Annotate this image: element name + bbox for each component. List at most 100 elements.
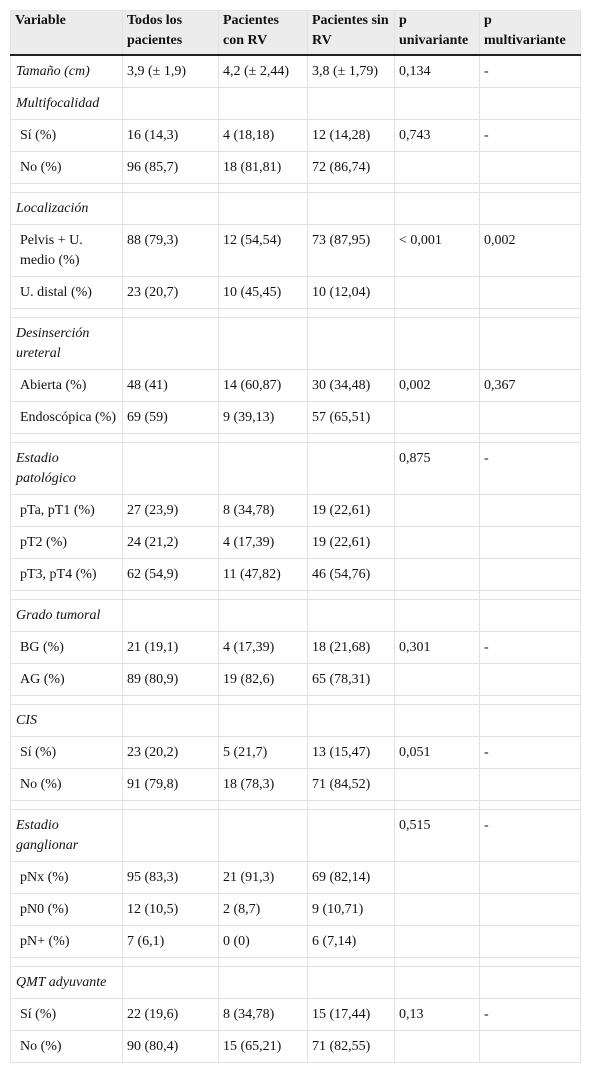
data-row: pT2 (%) 24 (21,2) 4 (17,39) 19 (22,61) — [10, 526, 581, 559]
cell: 15 (65,21) — [218, 1030, 308, 1063]
cell: 14 (60,87) — [218, 369, 308, 402]
cell — [394, 317, 480, 370]
cell: 19 (22,61) — [307, 526, 395, 559]
cell: 4 (17,39) — [218, 526, 308, 559]
cell: 3,9 (± 1,9) — [122, 54, 219, 88]
cell: 19 (22,61) — [307, 494, 395, 527]
cell — [479, 590, 581, 600]
cell: 96 (85,7) — [122, 151, 219, 184]
cell — [479, 526, 581, 559]
cell: 4 (18,18) — [218, 119, 308, 152]
data-row: Pelvis + U. medio (%) 88 (79,3) 12 (54,54)… — [10, 224, 581, 277]
cell — [307, 590, 395, 600]
cell — [479, 558, 581, 591]
cell — [218, 192, 308, 225]
row-label: No (%) — [10, 151, 123, 184]
cell: 90 (80,4) — [122, 1030, 219, 1063]
cell — [307, 809, 395, 862]
cell — [394, 401, 480, 434]
cell — [394, 87, 480, 120]
cell — [394, 494, 480, 527]
cell — [122, 317, 219, 370]
header-cell: Variable — [10, 10, 123, 56]
cell: 0,134 — [394, 54, 480, 88]
row-label: AG (%) — [10, 663, 123, 696]
cell — [479, 308, 581, 318]
cell — [307, 308, 395, 318]
cell — [218, 809, 308, 862]
cell — [218, 695, 308, 705]
section-row: Multifocalidad — [10, 87, 581, 120]
cell: 0,301 — [394, 631, 480, 664]
cell — [394, 893, 480, 926]
cell: 0,002 — [394, 369, 480, 402]
cell — [394, 663, 480, 696]
cell — [10, 800, 123, 810]
cell: 5 (21,7) — [218, 736, 308, 769]
cell — [479, 925, 581, 958]
cell — [479, 87, 581, 120]
cell: 6 (7,14) — [307, 925, 395, 958]
cell — [122, 308, 219, 318]
cell — [307, 183, 395, 193]
cell: 0,743 — [394, 119, 480, 152]
cell: 24 (21,2) — [122, 526, 219, 559]
cell — [10, 183, 123, 193]
cell — [394, 192, 480, 225]
spacer-row — [10, 183, 581, 193]
cell — [122, 599, 219, 632]
cell: - — [479, 998, 581, 1031]
header-row: Variable Todos los pacientes Pacientes con… — [10, 10, 581, 56]
cell — [307, 192, 395, 225]
cell: 12 (54,54) — [218, 224, 308, 277]
cell: 73 (87,95) — [307, 224, 395, 277]
cell: 11 (47,82) — [218, 558, 308, 591]
cell — [394, 925, 480, 958]
cell — [394, 957, 480, 967]
cell — [394, 695, 480, 705]
spacer-row — [10, 590, 581, 600]
cell: 8 (34,78) — [218, 998, 308, 1031]
cell — [479, 695, 581, 705]
cell: 18 (78,3) — [218, 768, 308, 801]
row-label: No (%) — [10, 1030, 123, 1063]
cell — [218, 317, 308, 370]
cell — [479, 183, 581, 193]
cell — [307, 599, 395, 632]
section-label: Localización — [10, 192, 123, 225]
cell — [307, 433, 395, 443]
spacer-row — [10, 433, 581, 443]
data-row: pN0 (%) 12 (10,5) 2 (8,7) 9 (10,71) — [10, 893, 581, 926]
cell — [479, 704, 581, 737]
cell — [307, 800, 395, 810]
data-row: Sí (%) 23 (20,2) 5 (21,7) 13 (15,47) 0,051- — [10, 736, 581, 769]
cell — [122, 87, 219, 120]
cell — [394, 768, 480, 801]
cell — [394, 183, 480, 193]
cell — [218, 800, 308, 810]
cell — [10, 308, 123, 318]
row-label: Endoscópica (%) — [10, 401, 123, 434]
cell — [479, 663, 581, 696]
cell — [122, 192, 219, 225]
cell — [479, 599, 581, 632]
cell — [394, 966, 480, 999]
cell: 91 (79,8) — [122, 768, 219, 801]
cell: 4 (17,39) — [218, 631, 308, 664]
data-row: No (%) 96 (85,7) 18 (81,81) 72 (86,74) — [10, 151, 581, 184]
row-label: pNx (%) — [10, 861, 123, 894]
spacer-row — [10, 695, 581, 705]
section-row: Estadio ganglionar 0,515- — [10, 809, 581, 862]
header-cell: p multivariante — [479, 10, 581, 56]
cell — [10, 957, 123, 967]
row-label: No (%) — [10, 768, 123, 801]
spacer-row — [10, 800, 581, 810]
cell: 8 (34,78) — [218, 494, 308, 527]
cell — [479, 276, 581, 309]
row-label: Sí (%) — [10, 119, 123, 152]
cell: 22 (19,6) — [122, 998, 219, 1031]
cell — [122, 442, 219, 495]
cell — [394, 590, 480, 600]
header-cell: Pacientes con RV — [218, 10, 308, 56]
header-cell: p univariante — [394, 10, 480, 56]
